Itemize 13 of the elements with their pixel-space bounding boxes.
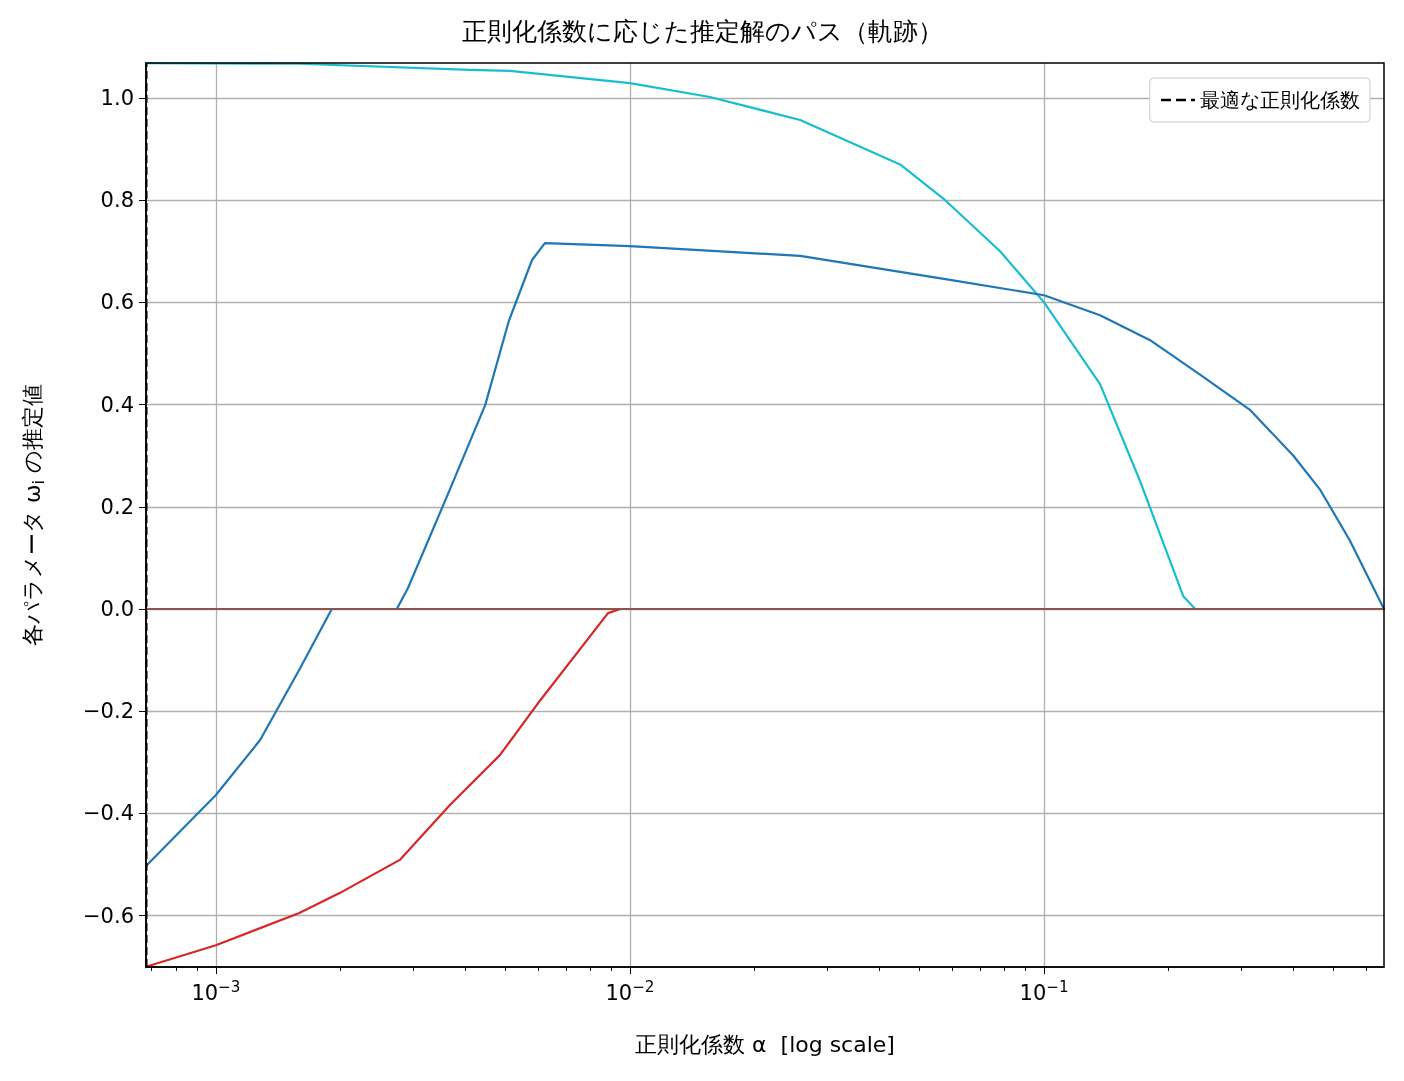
ref-line-label: 最適な正則化係数 (1200, 88, 1360, 112)
y-tick-label: −0.4 (83, 801, 134, 826)
y-tick-label: 0.6 (100, 290, 134, 315)
x-axis-title: 正則化係数 α [log scale] (635, 1031, 895, 1057)
y-tick-label: 1.0 (100, 86, 134, 110)
y-tick-label: 0.0 (100, 597, 134, 621)
y-tick-label: −0.2 (83, 699, 134, 724)
y-tick-label: −0.6 (83, 903, 134, 928)
y-tick-label: 0.2 (100, 494, 134, 519)
chart-title: 正則化係数に応じた推定解のパス（軌跡） (461, 17, 943, 46)
y-axis-title: 各パラメータ ωi の推定値 (20, 384, 48, 646)
y-tick-label: 0.8 (100, 188, 134, 213)
y-tick-label: 0.4 (100, 392, 134, 417)
